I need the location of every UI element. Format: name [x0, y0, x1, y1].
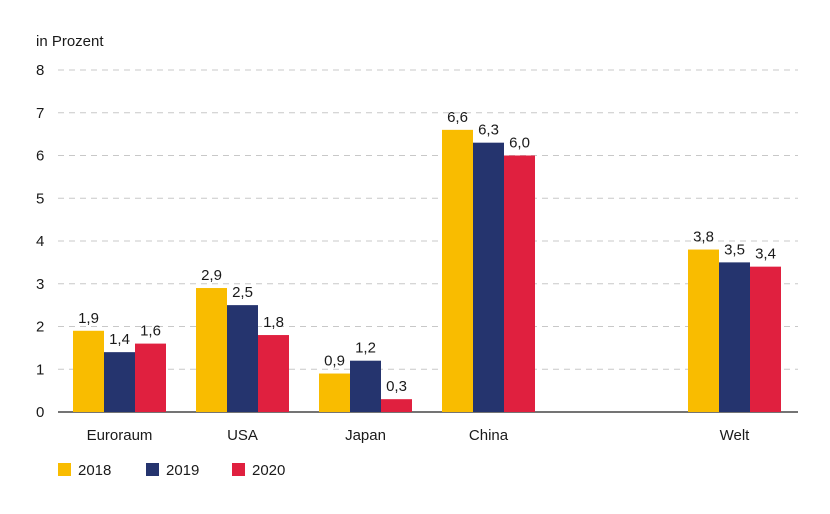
legend-label: 2019	[166, 462, 199, 479]
category-label: Welt	[720, 427, 751, 444]
data-label: 2,5	[232, 284, 253, 301]
bar-2019	[227, 305, 258, 412]
bar-2020	[504, 155, 535, 412]
data-label: 6,0	[509, 135, 530, 152]
category-label: Euroraum	[87, 427, 153, 444]
y-axis-ticks: 0 1 2 3 4 5 6 7 8	[36, 62, 44, 421]
data-label: 0,3	[386, 378, 407, 395]
legend-swatch	[232, 463, 245, 476]
bar-2019	[350, 360, 381, 412]
legend-label: 2018	[78, 462, 111, 479]
data-label: 1,9	[78, 310, 99, 327]
data-label: 1,8	[263, 314, 284, 331]
data-label: 1,2	[355, 340, 376, 357]
data-label: 3,4	[755, 246, 776, 263]
category-label: China	[469, 427, 509, 444]
y-tick-label: 6	[36, 148, 44, 165]
bars	[73, 129, 781, 413]
legend-swatch	[58, 463, 71, 476]
y-tick-label: 7	[36, 105, 44, 122]
data-labels: 1,9 2,9 0,9 6,6 3,8 1,4 2,5 1,2 6,3 3,5 1,6 1,8 0,3 6…	[78, 109, 776, 395]
bar-2018	[73, 330, 104, 412]
legend-item-2020: 2020	[232, 462, 285, 479]
y-tick-label: 8	[36, 62, 44, 79]
y-tick-label: 2	[36, 319, 44, 336]
y-tick-label: 5	[36, 190, 44, 207]
bar-2019	[104, 352, 135, 412]
bar-2020	[258, 335, 289, 412]
bar-2018	[196, 288, 227, 412]
unit-label: in Prozent	[36, 33, 104, 50]
y-tick-label: 4	[36, 233, 44, 250]
legend-label: 2020	[252, 462, 285, 479]
data-label: 1,6	[140, 323, 161, 340]
bar-2020	[750, 266, 781, 412]
bar-2018	[319, 373, 350, 412]
y-tick-label: 0	[36, 404, 44, 421]
y-tick-label: 3	[36, 276, 44, 293]
data-label: 3,5	[724, 241, 745, 258]
data-label: 6,6	[447, 109, 468, 126]
data-label: 3,8	[693, 229, 714, 246]
legend-item-2018: 2018	[58, 462, 111, 479]
data-label: 1,4	[109, 331, 130, 348]
bar-2018	[442, 129, 473, 412]
category-label: Japan	[345, 427, 386, 444]
category-label: USA	[227, 427, 258, 444]
data-label: 6,3	[478, 122, 499, 139]
y-tick-label: 1	[36, 361, 44, 378]
data-label: 0,9	[324, 353, 345, 370]
bar-2020	[135, 343, 166, 412]
bar-2019	[473, 142, 504, 413]
legend-swatch	[146, 463, 159, 476]
bar-2019	[719, 262, 750, 412]
gridlines	[58, 69, 798, 413]
bar-2018	[688, 249, 719, 412]
bar-2020	[381, 399, 412, 412]
legend: 2018 2019 2020	[58, 462, 285, 479]
legend-item-2019: 2019	[146, 462, 199, 479]
category-labels: Euroraum USA Japan China Welt	[87, 427, 751, 444]
data-label: 2,9	[201, 267, 222, 284]
